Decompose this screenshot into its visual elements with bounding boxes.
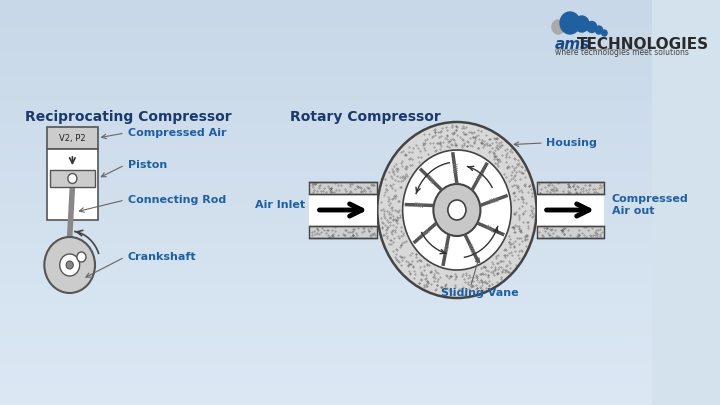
Circle shape: [560, 12, 580, 34]
Circle shape: [602, 30, 607, 36]
Bar: [50, 170, 95, 187]
Bar: [536, 194, 604, 226]
Bar: [536, 182, 604, 194]
Text: V2, P2: V2, P2: [59, 134, 86, 143]
Bar: [47, 149, 98, 220]
Circle shape: [575, 16, 589, 32]
Text: Sliding Vane: Sliding Vane: [441, 288, 518, 298]
Text: Housing: Housing: [546, 138, 596, 148]
Bar: [47, 127, 98, 149]
Bar: [310, 226, 377, 238]
Circle shape: [45, 237, 95, 293]
Circle shape: [377, 122, 536, 298]
Text: Reciprocating Compressor: Reciprocating Compressor: [25, 110, 232, 124]
Circle shape: [60, 254, 80, 276]
Circle shape: [402, 150, 511, 270]
Bar: [310, 194, 377, 226]
Circle shape: [552, 20, 564, 34]
Text: Piston: Piston: [127, 160, 167, 170]
Text: TECHNOLOGIES: TECHNOLOGIES: [577, 37, 709, 52]
Text: Compressed
Air out: Compressed Air out: [611, 194, 688, 216]
Circle shape: [587, 21, 597, 32]
Bar: [536, 226, 604, 238]
Text: where technologies meet solutions: where technologies meet solutions: [554, 48, 688, 57]
Bar: [310, 182, 377, 194]
Circle shape: [77, 252, 86, 262]
Circle shape: [433, 184, 480, 236]
Text: Crankshaft: Crankshaft: [127, 252, 196, 262]
Text: Compressed Air: Compressed Air: [127, 128, 226, 138]
Text: Air Inlet: Air Inlet: [255, 200, 305, 210]
Text: ams: ams: [554, 37, 590, 52]
Circle shape: [68, 173, 77, 183]
Circle shape: [448, 200, 466, 220]
Text: Connecting Rod: Connecting Rod: [127, 195, 226, 205]
Circle shape: [595, 26, 603, 34]
Text: Rotary Compressor: Rotary Compressor: [289, 110, 440, 124]
Circle shape: [66, 261, 73, 269]
